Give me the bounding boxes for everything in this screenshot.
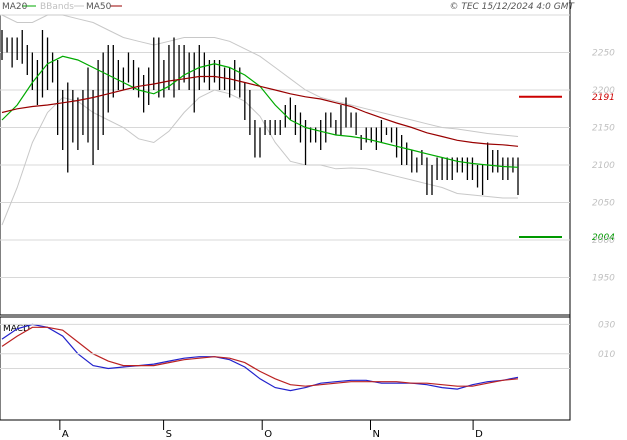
levels: 2191 2004 (519, 93, 615, 243)
price-bars (1, 30, 519, 195)
level-label: 2191 (592, 93, 615, 103)
level-label: 2004 (592, 233, 615, 243)
price-axis-ticks: 2250 2200 2150 2100 2050 2000 1950 (592, 49, 615, 284)
moving-averages (1, 55, 519, 168)
macd-tick-label: 010 (598, 350, 615, 360)
legend-bbands-label: BBands (40, 2, 74, 12)
series-ma50-line (1, 75, 519, 147)
month-label: O (264, 429, 272, 440)
macd-series-macd-line (1, 323, 519, 392)
price-tick-label: 2000 (592, 236, 615, 246)
grid (0, 14, 570, 278)
series-bbands-line (1, 14, 519, 137)
macd-axis-ticks: 030 010 (0, 320, 615, 360)
month-label: A (62, 429, 69, 440)
macd-lines (0, 323, 570, 392)
legend: MA20 BBands MA50 © TEC 15/12/2024 4:0 GM… (2, 2, 575, 12)
copyright-label: © TEC 15/12/2024 4:0 GMT (449, 2, 575, 12)
price-tick-label: 2150 (592, 124, 615, 134)
month-label: S (166, 429, 172, 440)
price-tick-label: 2250 (592, 49, 615, 59)
month-label: D (475, 429, 483, 440)
legend-ma50-label: MA50 (86, 2, 112, 12)
month-label: N (373, 429, 380, 440)
price-tick-label: 2200 (592, 86, 615, 96)
macd-tick-label: 030 (598, 320, 615, 330)
price-tick-label: 1950 (592, 274, 615, 284)
price-tick-label: 2100 (592, 161, 615, 171)
legend-ma20-label: MA20 (2, 2, 28, 12)
macd-series-signal-line (1, 326, 519, 387)
price-tick-label: 2050 (592, 199, 615, 209)
